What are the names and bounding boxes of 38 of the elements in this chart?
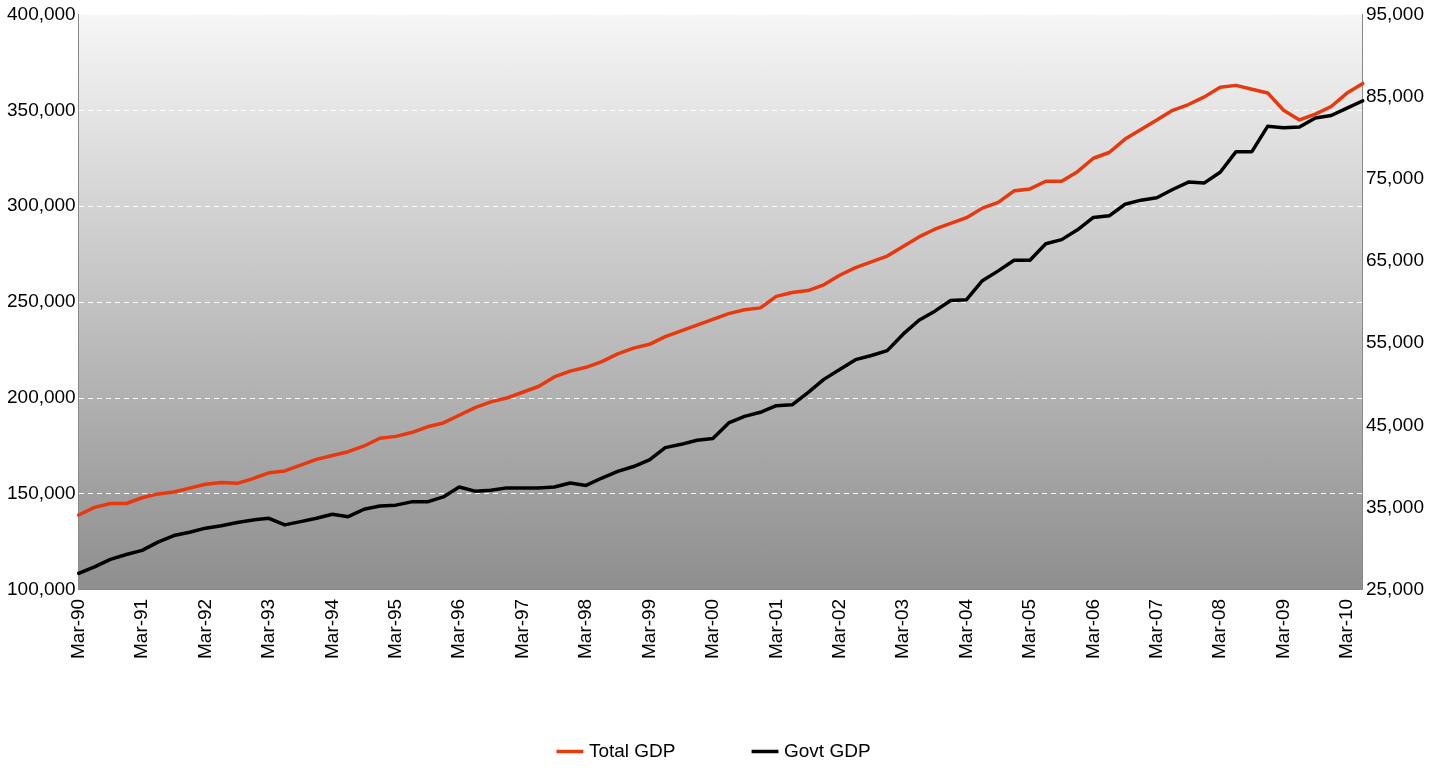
y2-tick-label: 85,000 — [1365, 84, 1425, 106]
x-tick-label: Mar-96 — [447, 598, 469, 660]
legend-label: Govt GDP — [784, 739, 871, 761]
x-tick-label: Mar-91 — [130, 598, 152, 660]
x-tick-label: Mar-93 — [257, 598, 279, 660]
y-tick-label: 150,000 — [6, 482, 76, 504]
x-tick-label: Mar-98 — [574, 598, 596, 660]
legend-label: Total GDP — [588, 739, 676, 761]
x-tick-label: Mar-06 — [1081, 598, 1103, 660]
y2-tick-label: 65,000 — [1365, 249, 1425, 271]
x-tick-label: Mar-10 — [1335, 598, 1357, 660]
x-tick-label: Mar-09 — [1271, 598, 1293, 660]
y2-tick-label: 55,000 — [1365, 331, 1425, 353]
y2-tick-label: 45,000 — [1365, 413, 1425, 435]
x-tick-label: Mar-00 — [701, 598, 723, 660]
x-tick-label: Mar-97 — [510, 598, 532, 660]
y-tick-label: 350,000 — [6, 98, 76, 120]
x-tick-label: Mar-03 — [891, 598, 913, 660]
x-tick-label: Mar-07 — [1145, 598, 1167, 660]
y-tick-label: 400,000 — [6, 2, 76, 24]
y2-tick-label: 75,000 — [1365, 167, 1425, 189]
x-tick-label: Mar-05 — [1018, 598, 1040, 660]
x-tick-label: Mar-95 — [384, 598, 405, 660]
x-tick-label: Mar-01 — [764, 598, 786, 660]
y-tick-label: 200,000 — [6, 386, 76, 408]
y2-tick-label: 95,000 — [1365, 2, 1425, 24]
x-tick-label: Mar-94 — [320, 598, 342, 660]
x-tick-label: Mar-92 — [193, 598, 215, 660]
y-tick-label: 300,000 — [6, 194, 76, 216]
x-tick-label: Mar-04 — [954, 598, 976, 660]
y-tick-label: 100,000 — [6, 578, 76, 600]
x-tick-label: Mar-08 — [1208, 598, 1230, 660]
x-tick-label: Mar-90 — [66, 598, 88, 660]
x-tick-label: Mar-99 — [637, 598, 659, 660]
y2-tick-label: 35,000 — [1365, 495, 1425, 517]
y-tick-label: 250,000 — [6, 290, 76, 312]
x-tick-label: Mar-02 — [827, 598, 849, 660]
y2-tick-label: 25,000 — [1365, 578, 1425, 600]
